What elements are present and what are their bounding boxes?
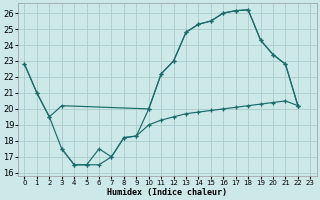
X-axis label: Humidex (Indice chaleur): Humidex (Indice chaleur) [108,188,228,197]
